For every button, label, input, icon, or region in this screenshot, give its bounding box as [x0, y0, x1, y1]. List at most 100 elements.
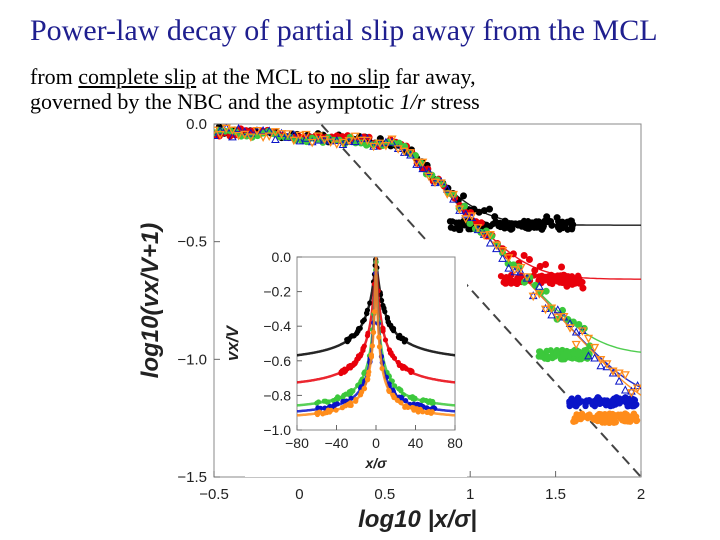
data-point-blue [461, 209, 471, 218]
data-point-orange [461, 215, 471, 224]
data-point-black [529, 219, 536, 226]
data-point-blue [602, 362, 612, 371]
data-point-blue [620, 385, 630, 394]
inset-data-point-green [361, 370, 367, 376]
data-point-black [497, 223, 504, 231]
inset-data-point-blue [340, 398, 346, 405]
inset-y-tick-label: 0.0 [272, 249, 292, 265]
data-point-red [538, 278, 546, 285]
data-point-blue [498, 253, 507, 262]
data-point-orange [633, 417, 640, 425]
data-point-orange [387, 135, 397, 145]
data-point-red [542, 261, 550, 269]
data-point-blue [614, 376, 624, 385]
data-point-blue [234, 124, 243, 132]
data-point-orange [626, 389, 637, 398]
data-point-orange [497, 247, 508, 256]
inset-data-point-orange [365, 372, 371, 378]
x-tick-label: 1 [466, 486, 474, 503]
inset-data-point-green [392, 383, 398, 389]
data-point-green [575, 320, 583, 328]
inset-data-point-orange [390, 392, 396, 398]
data-point-orange [590, 343, 600, 353]
data-point-orange [264, 132, 274, 142]
data-point-blue [628, 395, 635, 402]
inset-area [297, 257, 455, 418]
inset-data-point-red [338, 370, 344, 377]
main-plot-area [214, 124, 641, 477]
data-point-orange [467, 212, 477, 221]
data-point-blue [350, 137, 360, 146]
inset-plot: −80 −40 0 40 80 0.0 −0.2 −0.4 −0.6 −0.8 −1.0 x/σ vx/… [223, 242, 467, 477]
data-point-orange [221, 124, 231, 134]
inset-data-point-red [407, 367, 414, 374]
inset-data-point-red [403, 366, 409, 372]
data-point-orange [442, 190, 452, 199]
inset-data-point-black [384, 314, 390, 321]
slide-title: Power-law decay of partial slip away fro… [30, 14, 658, 47]
data-point-orange [338, 138, 348, 148]
data-point-black [535, 218, 542, 225]
data-point-orange [614, 369, 624, 379]
data-point-black [545, 217, 553, 224]
inset-data-point-orange [429, 409, 435, 415]
inset-data-point-orange [417, 406, 423, 412]
inset-x-tick-label: 40 [408, 435, 424, 451]
data-point-blue [332, 136, 342, 145]
data-point-orange [246, 133, 256, 142]
inset-data-point-orange [369, 343, 375, 349]
data-point-blue [338, 139, 348, 149]
subtitle-line-1: from complete slip at the MCL to no slip… [30, 64, 476, 90]
inset-data-point-orange [376, 344, 383, 350]
data-point-black [520, 217, 528, 225]
data-point-black [460, 192, 468, 200]
main-plot: −0.5 0 0.5 1 1.5 2 0.0 −0.5 −1.0 −1.5 log10 |x/σ| l… [137, 116, 645, 533]
y-tick-label: 0.0 [186, 116, 207, 133]
data-point-orange [326, 138, 336, 147]
data-point-black [454, 224, 461, 231]
data-point-blue [595, 394, 602, 401]
x-axis-label: log10 |x/σ| [358, 506, 477, 533]
inset-data-point-red [380, 325, 386, 331]
subtitle-text: governed by the NBC and the asymptotic [30, 89, 400, 114]
data-point-orange [491, 241, 501, 251]
subtitle-text: stress [425, 89, 480, 114]
data-point-orange [583, 334, 594, 344]
data-point-blue [584, 351, 593, 360]
inset-data-point-black [386, 322, 392, 328]
inset-data-point-orange [357, 392, 364, 398]
data-point-orange [594, 417, 601, 425]
inset-data-point-green [419, 398, 425, 404]
data-point-orange [424, 172, 434, 182]
inset-data-point-green [397, 387, 404, 393]
inset-data-point-black [396, 334, 402, 341]
inset-y-tick-label: −0.6 [263, 353, 291, 369]
data-point-red [568, 273, 576, 280]
y-tick-label: −1.5 [177, 469, 207, 486]
data-point-blue [449, 194, 458, 203]
data-point-blue [424, 166, 434, 176]
inset-curve-red [297, 257, 455, 384]
data-point-black [538, 226, 546, 233]
inset-data-point-green [335, 396, 341, 402]
data-point-orange [608, 367, 618, 377]
data-point-blue [485, 238, 495, 247]
data-point-blue [615, 398, 623, 405]
subtitle-one-over-r: 1/r [399, 89, 426, 114]
data-point-black [558, 220, 565, 227]
inset-data-point-red [361, 343, 367, 349]
data-point-orange [344, 137, 354, 146]
inset-data-point-black [390, 325, 397, 332]
data-point-orange [571, 340, 581, 350]
data-point-green [466, 220, 474, 228]
data-point-orange [283, 130, 293, 139]
inset-data-point-orange [353, 398, 359, 404]
data-point-orange [602, 360, 612, 369]
inset-data-point-red [357, 353, 363, 359]
data-point-green [535, 353, 543, 360]
data-point-orange [381, 141, 391, 151]
data-point-black [509, 225, 516, 232]
data-point-orange [516, 264, 526, 273]
inset-data-point-orange [365, 376, 371, 382]
